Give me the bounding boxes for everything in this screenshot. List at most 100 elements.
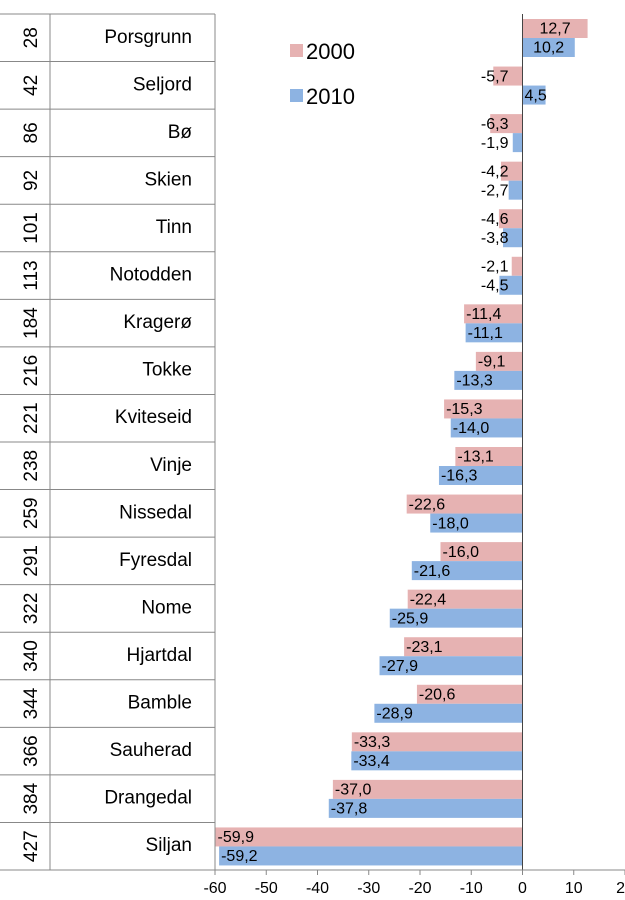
bar bbox=[407, 589, 523, 609]
bar bbox=[332, 779, 523, 799]
bar bbox=[450, 418, 523, 438]
value-label: -22,4 bbox=[410, 591, 447, 608]
value-label: -13,3 bbox=[456, 373, 493, 390]
bar bbox=[455, 447, 523, 466]
bar bbox=[416, 684, 523, 704]
bar bbox=[379, 656, 523, 676]
rank-label: 221 bbox=[21, 402, 42, 434]
x-tick-label: 0 bbox=[518, 880, 527, 897]
legend-label: 2010 bbox=[306, 84, 355, 109]
rank-label: 340 bbox=[21, 640, 42, 672]
category-label: Hjartdal bbox=[127, 645, 192, 666]
value-label: -25,9 bbox=[392, 610, 429, 627]
rank-label: 184 bbox=[21, 307, 42, 339]
value-label: -11,4 bbox=[466, 306, 501, 323]
bar bbox=[490, 114, 523, 134]
category-label: Bø bbox=[168, 122, 193, 143]
rank-label: 216 bbox=[21, 355, 42, 387]
x-tick-label: -30 bbox=[357, 880, 380, 897]
category-label: Siljan bbox=[146, 835, 192, 856]
bar bbox=[512, 133, 523, 153]
rank-label: 92 bbox=[21, 170, 42, 191]
bar bbox=[522, 38, 575, 57]
legend-label: 2000 bbox=[306, 39, 355, 64]
value-label: -20,6 bbox=[419, 686, 456, 703]
value-label: 4,5 bbox=[525, 87, 547, 104]
value-label: -16,0 bbox=[443, 544, 480, 561]
bar bbox=[351, 751, 523, 771]
bar bbox=[498, 209, 523, 229]
value-label: 12,7 bbox=[539, 21, 570, 38]
bar bbox=[454, 370, 523, 390]
category-label: Drangedal bbox=[104, 788, 192, 809]
value-label: -4,6 bbox=[481, 211, 509, 228]
rank-label: 384 bbox=[21, 782, 42, 814]
rank-label: 344 bbox=[21, 687, 42, 719]
rank-label: 427 bbox=[21, 830, 42, 862]
rank-label: 101 bbox=[21, 212, 42, 244]
bar bbox=[499, 275, 523, 295]
bar bbox=[404, 637, 523, 657]
category-label: Tokke bbox=[142, 360, 192, 381]
rank-label: 366 bbox=[21, 735, 42, 767]
value-label: -37,0 bbox=[335, 782, 372, 799]
x-tick-label: 10 bbox=[565, 880, 583, 897]
category-label: Seljord bbox=[133, 74, 192, 95]
category-label: Nissedal bbox=[119, 502, 192, 523]
value-label: -28,9 bbox=[376, 705, 413, 722]
value-label: -59,9 bbox=[218, 829, 255, 846]
category-label: Tinn bbox=[156, 217, 192, 238]
value-label: -59,2 bbox=[221, 848, 258, 865]
bar bbox=[219, 846, 523, 866]
legend-swatch bbox=[290, 89, 303, 102]
bar bbox=[438, 466, 523, 485]
category-label: Kviteseid bbox=[115, 407, 192, 428]
category-label: Nome bbox=[141, 597, 192, 618]
rank-label: 28 bbox=[21, 27, 42, 48]
value-label: -23,1 bbox=[406, 639, 443, 656]
value-label: -2,7 bbox=[481, 182, 509, 199]
bar bbox=[215, 827, 523, 847]
category-label: Fyresdal bbox=[119, 550, 192, 571]
x-tick-label: -20 bbox=[408, 880, 431, 897]
bar bbox=[522, 85, 546, 105]
value-label: -22,6 bbox=[409, 496, 446, 513]
value-label: -6,3 bbox=[481, 116, 509, 133]
rank-label: 259 bbox=[21, 497, 42, 529]
value-label: -3,8 bbox=[481, 230, 509, 247]
bar bbox=[389, 608, 523, 628]
value-label: -9,1 bbox=[478, 354, 506, 371]
bar bbox=[465, 323, 523, 343]
rank-label: 42 bbox=[21, 75, 42, 96]
category-label: Kragerø bbox=[123, 312, 192, 333]
x-tick-label: -60 bbox=[203, 880, 226, 897]
bar bbox=[440, 542, 523, 562]
x-tick-label: -40 bbox=[306, 880, 329, 897]
category-label: Bamble bbox=[128, 693, 192, 714]
value-label: -15,3 bbox=[446, 401, 483, 418]
bar bbox=[374, 703, 523, 723]
value-label: -5,7 bbox=[481, 68, 509, 85]
bar bbox=[493, 66, 523, 86]
value-label: -11,1 bbox=[468, 325, 503, 342]
bar bbox=[522, 19, 588, 38]
bar bbox=[508, 180, 523, 200]
rank-label: 113 bbox=[21, 260, 42, 290]
rank-label: 86 bbox=[21, 122, 42, 143]
value-label: -4,2 bbox=[481, 163, 509, 180]
bar bbox=[351, 732, 523, 752]
rank-label: 291 bbox=[21, 545, 42, 577]
value-label: -16,3 bbox=[441, 468, 478, 485]
category-label: Skien bbox=[144, 169, 192, 190]
legend-swatch bbox=[290, 44, 303, 57]
bar bbox=[475, 351, 523, 371]
value-label: -14,0 bbox=[453, 420, 490, 437]
x-tick-label: -10 bbox=[460, 880, 483, 897]
value-label: -1,9 bbox=[481, 135, 509, 152]
bar bbox=[430, 513, 523, 533]
bar bbox=[328, 798, 523, 818]
value-label: -27,9 bbox=[382, 658, 419, 675]
value-label: -33,3 bbox=[354, 734, 391, 751]
value-label: 10,2 bbox=[533, 40, 564, 57]
